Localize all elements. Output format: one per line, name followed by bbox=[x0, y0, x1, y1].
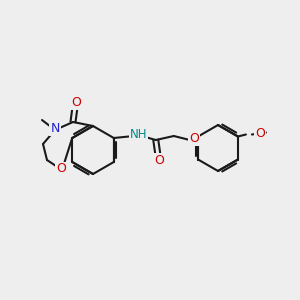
Text: N: N bbox=[50, 122, 60, 134]
Text: O: O bbox=[255, 127, 265, 140]
Text: O: O bbox=[71, 95, 81, 109]
Text: O: O bbox=[56, 163, 66, 176]
Text: O: O bbox=[189, 131, 199, 145]
Text: O: O bbox=[154, 154, 164, 166]
Text: NH: NH bbox=[130, 128, 148, 142]
